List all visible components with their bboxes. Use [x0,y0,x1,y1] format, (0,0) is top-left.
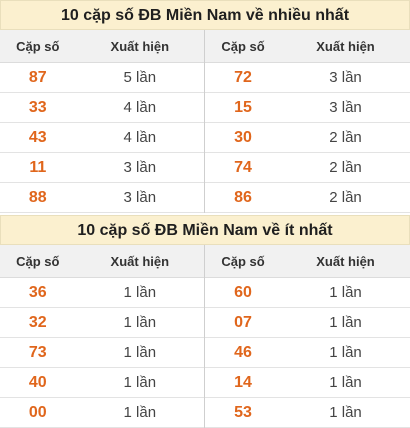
table-row: 53 1 lần [205,398,410,428]
pair-number[interactable]: 72 [234,68,252,86]
pair-number[interactable]: 86 [234,188,252,206]
table-row: 14 1 lần [205,368,410,398]
occurrence-count: 3 lần [329,99,362,116]
table-row: 36 1 lần [0,278,204,308]
pair-number[interactable]: 74 [234,158,252,176]
table-least-left: Cặp số Xuất hiện 36 1 lần 32 1 lần 73 1 lần… [0,245,205,428]
pair-number[interactable]: 00 [28,403,47,421]
occurrence-count: 1 lần [329,344,362,361]
occurrence-count: 1 lần [123,314,157,331]
pair-number[interactable]: 07 [234,313,252,331]
occurrence-count: 1 lần [329,314,362,331]
pair-number[interactable]: 88 [28,188,47,206]
occurrence-count: 1 lần [329,284,362,301]
table-row: 74 2 lần [205,153,410,183]
table-row: 40 1 lần [0,368,204,398]
table-row: 73 1 lần [0,338,204,368]
pair-number[interactable]: 14 [234,373,252,391]
header-count: Xuất hiện [110,253,170,269]
pair-number[interactable]: 73 [28,343,47,361]
table-least-right: Cặp số Xuất hiện 60 1 lần 07 1 lần 46 1 lần… [205,245,410,428]
header-pair: Cặp số [221,38,265,54]
table-header: Cặp số Xuất hiện [0,30,204,63]
occurrence-count: 5 lần [123,69,157,86]
occurrence-count: 2 lần [329,189,362,206]
table-header: Cặp số Xuất hiện [0,245,204,278]
table-row: 33 4 lần [0,93,204,123]
table-most: Cặp số Xuất hiện 87 5 lần 33 4 lần 43 4 lần… [0,30,410,213]
pair-number[interactable]: 36 [28,283,47,301]
pair-number[interactable]: 30 [234,128,252,146]
table-row: 60 1 lần [205,278,410,308]
occurrence-count: 1 lần [123,344,157,361]
pair-number[interactable]: 46 [234,343,252,361]
table-row: 11 3 lần [0,153,204,183]
pair-number[interactable]: 15 [234,98,252,116]
table-header: Cặp số Xuất hiện [205,30,410,63]
header-count: Xuất hiện [110,38,170,54]
section-title-most: 10 cặp số ĐB Miền Nam về nhiều nhất [0,0,410,30]
header-pair: Cặp số [16,253,60,269]
pair-number[interactable]: 87 [28,68,47,86]
table-row: 43 4 lần [0,123,204,153]
occurrence-count: 3 lần [123,159,157,176]
pair-number[interactable]: 43 [28,128,47,146]
pair-number[interactable]: 40 [28,373,47,391]
header-pair: Cặp số [221,253,265,269]
table-row: 46 1 lần [205,338,410,368]
table-row: 30 2 lần [205,123,410,153]
table-most-right: Cặp số Xuất hiện 72 3 lần 15 3 lần 30 2 lần… [205,30,410,213]
header-count: Xuất hiện [316,253,375,269]
table-row: 86 2 lần [205,183,410,213]
table-row: 32 1 lần [0,308,204,338]
occurrence-count: 1 lần [123,404,157,421]
table-most-left: Cặp số Xuất hiện 87 5 lần 33 4 lần 43 4 lần… [0,30,205,213]
pair-number[interactable]: 60 [234,283,252,301]
table-header: Cặp số Xuất hiện [205,245,410,278]
pair-number[interactable]: 33 [28,98,47,116]
table-row: 00 1 lần [0,398,204,428]
table-row: 07 1 lần [205,308,410,338]
occurrence-count: 1 lần [123,374,157,391]
occurrence-count: 1 lần [329,374,362,391]
header-pair: Cặp số [16,38,60,54]
section-title-least: 10 cặp số ĐB Miền Nam về ít nhất [0,215,410,245]
occurrence-count: 2 lần [329,159,362,176]
occurrence-count: 1 lần [329,404,362,421]
header-count: Xuất hiện [316,38,375,54]
occurrence-count: 3 lần [123,189,157,206]
occurrence-count: 4 lần [123,129,157,146]
occurrence-count: 3 lần [329,69,362,86]
table-row: 72 3 lần [205,63,410,93]
pair-number[interactable]: 32 [28,313,47,331]
occurrence-count: 1 lần [123,284,157,301]
pair-number[interactable]: 53 [234,403,252,421]
table-row: 15 3 lần [205,93,410,123]
table-row: 87 5 lần [0,63,204,93]
occurrence-count: 2 lần [329,129,362,146]
table-row: 88 3 lần [0,183,204,213]
occurrence-count: 4 lần [123,99,157,116]
table-least: Cặp số Xuất hiện 36 1 lần 32 1 lần 73 1 lần… [0,245,410,428]
pair-number[interactable]: 11 [29,158,47,176]
